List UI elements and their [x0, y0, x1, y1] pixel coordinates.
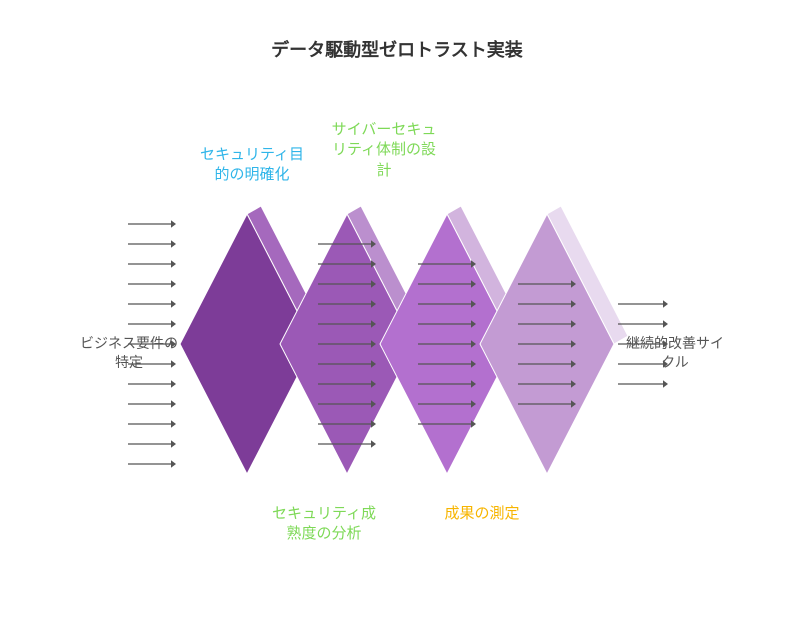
flow-arrow-head [171, 440, 176, 448]
flow-arrow-head [171, 260, 176, 268]
diagram-svg [0, 0, 794, 638]
label-output: 継続的改善サイ クル [616, 334, 734, 372]
flow-arrow-head [171, 300, 176, 308]
flow-arrow-head [663, 380, 668, 388]
flow-arrow-head [171, 280, 176, 288]
flow-arrow-head [663, 320, 668, 328]
label-top2: サイバーセキュ リティ体制の設 計 [322, 120, 446, 181]
flow-arrow-head [171, 380, 176, 388]
label-input: ビジネス要件の 特定 [70, 334, 188, 372]
flow-arrow-head [171, 460, 176, 468]
flow-arrow-head [371, 440, 376, 448]
label-bottom1: セキュリティ成 熟度の分析 [262, 504, 386, 545]
flow-arrow-head [663, 300, 668, 308]
flow-arrow-head [171, 240, 176, 248]
flow-arrow-head [171, 400, 176, 408]
label-top1: セキュリティ目 的の明確化 [190, 145, 314, 186]
flow-arrow-head [171, 220, 176, 228]
flow-arrow-head [171, 420, 176, 428]
label-bottom2: 成果の測定 [420, 504, 544, 524]
flow-arrow-head [171, 320, 176, 328]
